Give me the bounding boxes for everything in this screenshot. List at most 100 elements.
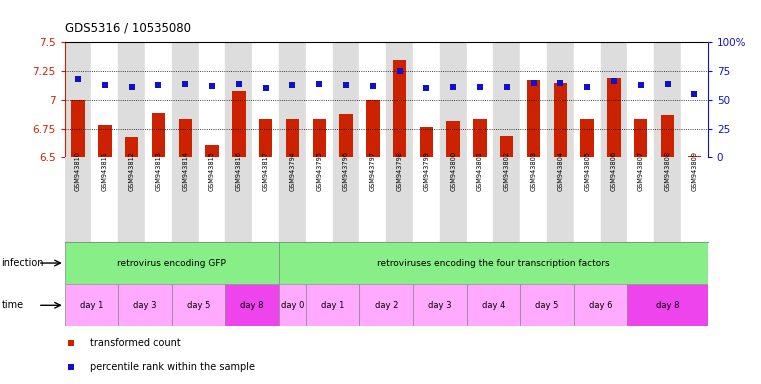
Bar [466, 42, 493, 157]
Bar [279, 284, 306, 326]
Bar [554, 83, 567, 157]
Bar [688, 156, 701, 157]
Bar [413, 157, 440, 242]
Point [179, 81, 191, 87]
Point [313, 81, 325, 87]
Bar [118, 284, 172, 326]
Bar [259, 119, 272, 157]
Text: day 4: day 4 [482, 301, 505, 310]
Bar [527, 80, 540, 157]
Point [608, 78, 620, 84]
Bar [574, 157, 600, 242]
Text: GDS5316 / 10535080: GDS5316 / 10535080 [65, 22, 191, 35]
Bar [65, 157, 91, 242]
Text: day 1: day 1 [80, 301, 103, 310]
Text: infection: infection [2, 258, 44, 268]
Bar [521, 284, 574, 326]
Point [688, 91, 700, 97]
Bar [225, 157, 252, 242]
Bar [359, 284, 413, 326]
Text: transformed count: transformed count [91, 338, 181, 348]
Bar [547, 157, 574, 242]
Bar [473, 119, 487, 157]
Bar [306, 284, 359, 326]
Bar [199, 42, 225, 157]
Bar [574, 284, 627, 326]
Point [447, 84, 460, 90]
Bar [118, 157, 145, 242]
Bar [581, 119, 594, 157]
Bar [386, 42, 413, 157]
Text: day 6: day 6 [589, 301, 613, 310]
Point [65, 364, 77, 370]
Bar [547, 42, 574, 157]
Bar [634, 119, 648, 157]
Point [527, 79, 540, 86]
Text: day 8: day 8 [240, 301, 264, 310]
Point [206, 83, 218, 89]
Bar [386, 157, 413, 242]
Point [554, 79, 566, 86]
Bar [466, 284, 521, 326]
Text: day 3: day 3 [428, 301, 451, 310]
Bar [65, 242, 279, 284]
Bar [145, 42, 172, 157]
Point [501, 84, 513, 90]
Text: day 1: day 1 [321, 301, 344, 310]
Bar [447, 121, 460, 157]
Bar [145, 157, 172, 242]
Bar [98, 125, 112, 157]
Point [286, 82, 298, 88]
Text: day 5: day 5 [187, 301, 210, 310]
Bar [72, 100, 84, 157]
Bar [91, 42, 118, 157]
Bar [627, 284, 708, 326]
Bar [440, 42, 466, 157]
Bar [333, 157, 359, 242]
Bar [521, 42, 547, 157]
Bar [313, 119, 326, 157]
Bar [420, 127, 433, 157]
Point [99, 82, 111, 88]
Bar [607, 78, 621, 157]
Bar [627, 42, 654, 157]
Bar [681, 157, 708, 242]
Bar [413, 284, 466, 326]
Bar [339, 114, 352, 157]
Bar [521, 157, 547, 242]
Bar [627, 157, 654, 242]
Text: day 8: day 8 [656, 301, 680, 310]
Point [420, 85, 432, 91]
Text: retroviruses encoding the four transcription factors: retroviruses encoding the four transcrip… [377, 258, 610, 268]
Bar [500, 136, 514, 157]
Text: day 5: day 5 [535, 301, 559, 310]
Bar [65, 42, 91, 157]
Bar [279, 157, 306, 242]
Bar [118, 42, 145, 157]
Text: time: time [2, 300, 24, 310]
Point [474, 84, 486, 90]
Point [367, 83, 379, 89]
Text: day 0: day 0 [281, 301, 304, 310]
Text: day 3: day 3 [133, 301, 157, 310]
Point [340, 82, 352, 88]
Point [661, 81, 673, 87]
Bar [393, 60, 406, 157]
Point [233, 81, 245, 87]
Point [72, 76, 84, 82]
Bar [285, 119, 299, 157]
Bar [654, 157, 681, 242]
Text: day 2: day 2 [374, 301, 398, 310]
Bar [600, 42, 627, 157]
Point [260, 85, 272, 91]
Bar [574, 42, 600, 157]
Bar [279, 242, 708, 284]
Bar [225, 284, 279, 326]
Bar [125, 137, 139, 157]
Point [126, 84, 138, 90]
Bar [681, 42, 708, 157]
Bar [366, 100, 380, 157]
Bar [179, 119, 192, 157]
Text: retrovirus encoding GFP: retrovirus encoding GFP [117, 258, 226, 268]
Bar [306, 42, 333, 157]
